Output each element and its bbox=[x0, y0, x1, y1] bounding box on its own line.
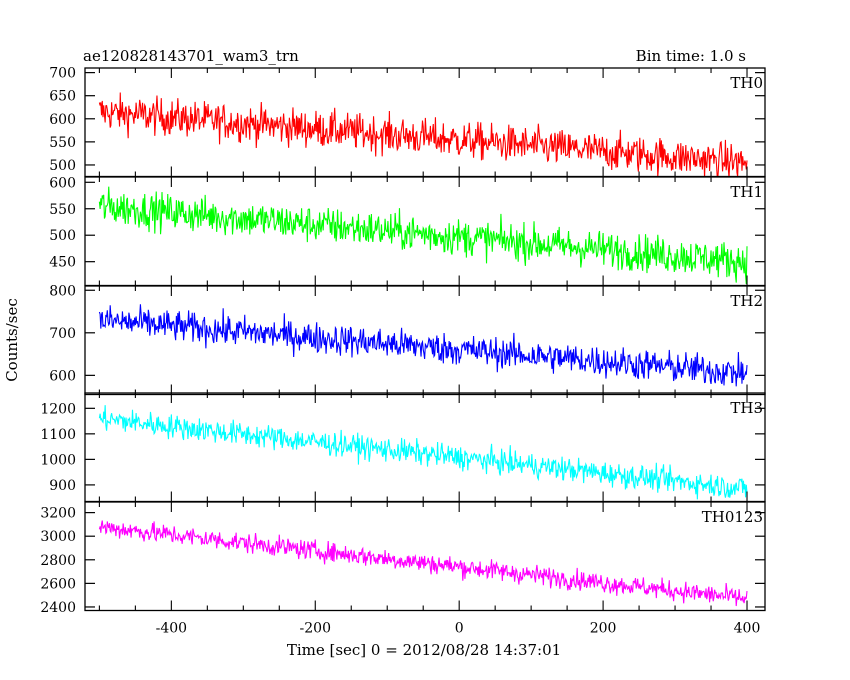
panel-th0: 500 550 600 650 700 TH0 bbox=[49, 66, 766, 178]
y-tick-label: 450 bbox=[49, 255, 76, 271]
panel-frame bbox=[84, 501, 766, 612]
y-tick-label: 1200 bbox=[40, 401, 76, 417]
x-tick-label: 0 bbox=[455, 621, 464, 637]
y-tick-label: 550 bbox=[49, 135, 76, 151]
panel-th0123: 2400 2600 2800 3000 3200 TH0123 bbox=[40, 501, 766, 616]
y-tick-label: 2600 bbox=[40, 576, 76, 592]
panel-th3: 900 1000 1100 1200 TH3 bbox=[40, 392, 766, 503]
panel-name-label: TH2 bbox=[730, 292, 763, 310]
series-line-th1 bbox=[98, 186, 748, 285]
x-tick-label: -400 bbox=[156, 621, 187, 637]
panel-name-label: TH0123 bbox=[702, 508, 763, 526]
y-tick-label: 2800 bbox=[40, 553, 76, 569]
y-axis-label: Counts/sec bbox=[3, 298, 21, 382]
y-tick-label: 600 bbox=[49, 112, 76, 128]
panel-frame bbox=[84, 285, 766, 396]
chart-title: ae120828143701_wam3_trn bbox=[83, 47, 299, 65]
panel-th1: 450 500 550 600 TH1 bbox=[49, 175, 766, 287]
y-tick-label: 550 bbox=[49, 202, 76, 218]
panels-group: 500 550 600 650 700 TH0 450 500 550 600 TH1 600 700 8… bbox=[40, 66, 766, 637]
series-line-th3 bbox=[98, 405, 748, 500]
y-tick-label: 900 bbox=[49, 478, 76, 494]
series-line-th0123 bbox=[98, 520, 748, 607]
panel-frame bbox=[84, 392, 766, 503]
x-tick-label: 200 bbox=[590, 621, 617, 637]
y-tick-label: 800 bbox=[49, 283, 76, 299]
x-tick-label: -200 bbox=[300, 621, 331, 637]
y-tick-label: 700 bbox=[49, 66, 76, 82]
y-tick-label: 3200 bbox=[40, 506, 76, 522]
y-tick-label: 500 bbox=[49, 158, 76, 174]
y-tick-label: 600 bbox=[49, 175, 76, 191]
x-tick-label: 400 bbox=[734, 621, 761, 637]
panel-name-label: TH1 bbox=[730, 183, 763, 201]
bin-time-label: Bin time: 1.0 s bbox=[636, 47, 746, 65]
panel-th2: 600 700 800 TH2 bbox=[49, 283, 766, 396]
y-tick-label: 700 bbox=[49, 326, 76, 342]
y-tick-label: 650 bbox=[49, 89, 76, 105]
y-tick-label: 2400 bbox=[40, 600, 76, 616]
x-axis-label: Time [sec] 0 = 2012/08/28 14:37:01 bbox=[287, 641, 561, 659]
panel-name-label: TH0 bbox=[730, 74, 763, 92]
y-tick-label: 600 bbox=[49, 368, 76, 384]
y-tick-label: 500 bbox=[49, 228, 76, 244]
y-tick-label: 3000 bbox=[40, 529, 76, 545]
series-line-th0 bbox=[98, 92, 748, 177]
y-tick-label: 1000 bbox=[40, 452, 76, 468]
panel-name-label: TH3 bbox=[730, 399, 763, 417]
series-line-th2 bbox=[98, 304, 748, 387]
y-tick-label: 1100 bbox=[40, 427, 76, 443]
